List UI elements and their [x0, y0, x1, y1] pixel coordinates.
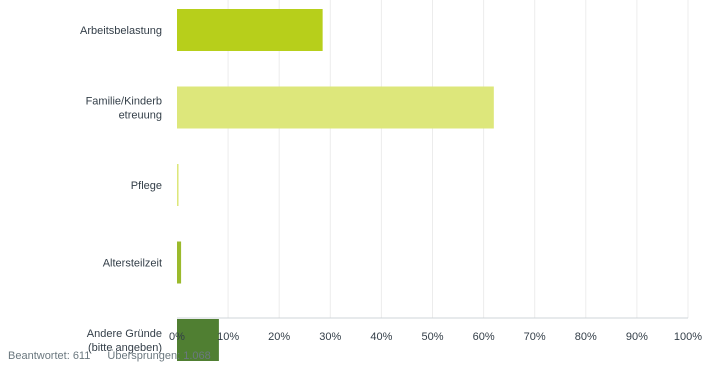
bar	[177, 86, 494, 129]
response-summary: Beantwortet: 611 Übersprungen: 1.068	[8, 350, 225, 362]
skipped-count: Übersprungen: 1.068	[107, 350, 211, 362]
bar	[177, 319, 219, 361]
x-tick-label: 70%	[524, 331, 546, 343]
answered-count: Beantwortet: 611	[8, 350, 91, 362]
x-tick-label: 20%	[268, 331, 290, 343]
bar	[177, 241, 182, 284]
x-tick-label: 40%	[370, 331, 392, 343]
x-tick-label: 10%	[217, 331, 239, 343]
bar	[177, 164, 179, 206]
category-label: Arbeitsbelastung	[80, 25, 162, 37]
x-tick-label: 0%	[169, 331, 185, 343]
bar	[177, 9, 323, 51]
x-tick-label: 50%	[421, 331, 443, 343]
category-label: Familie/Kinderb etreuung	[86, 96, 162, 122]
category-label: Pflege	[131, 180, 162, 192]
x-tick-label: 60%	[473, 331, 495, 343]
category-label: Altersteilzeit	[103, 258, 162, 270]
x-tick-label: 30%	[319, 331, 341, 343]
x-tick-label: 100%	[674, 331, 702, 343]
x-tick-label: 80%	[575, 331, 597, 343]
x-tick-label: 90%	[626, 331, 648, 343]
category-label: Andere Gründe (bitte angeben)	[87, 328, 162, 354]
